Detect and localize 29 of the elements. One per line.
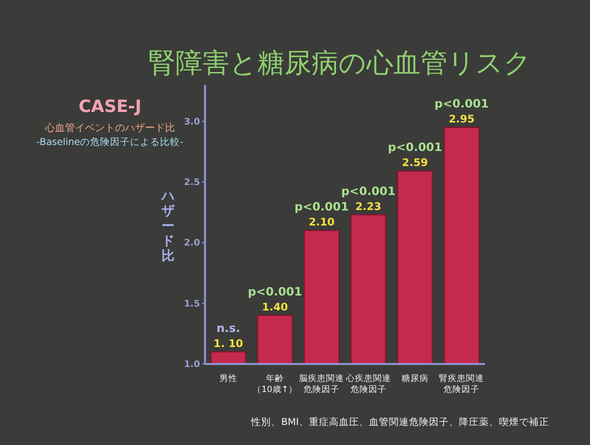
annotation: n.s. bbox=[216, 320, 240, 335]
y-tick-label: 2.0 bbox=[184, 238, 200, 249]
data-label: 1.40 bbox=[262, 301, 288, 314]
text: -Baselineの危険因子による比較- bbox=[36, 136, 184, 148]
annotation: p<0.001 bbox=[434, 96, 489, 110]
x-tick-label: 腎疾患関連危険因子 bbox=[439, 373, 484, 395]
text: 性別、BMI、重症高血圧、血管関連危険因子、降圧薬、喫煙で補正 bbox=[250, 416, 549, 428]
data-label: 2.23 bbox=[355, 200, 382, 213]
x-tick-label: 糖尿病 bbox=[402, 373, 428, 384]
data-label: 2.10 bbox=[308, 216, 335, 229]
text: 心血管イベントのハザード比 bbox=[44, 122, 175, 134]
y-tick-label: 2.5 bbox=[184, 178, 200, 188]
chart-title: 腎障害と糖尿病の心血管リスク bbox=[148, 48, 532, 79]
x-tick-label: 脳疾患関連危険因子 bbox=[299, 373, 344, 395]
x-tick-label: 年齢（10歳↑） bbox=[252, 373, 298, 395]
annotation: p<0.001 bbox=[248, 284, 302, 298]
x-tick-label: 男性 bbox=[219, 373, 238, 384]
annotation: p<0.001 bbox=[294, 200, 349, 214]
y-tick-label: 1.0 bbox=[184, 360, 200, 370]
y-tick-label: 1.5 bbox=[184, 299, 200, 310]
annotation: p<0.001 bbox=[341, 184, 396, 198]
x-tick-label: 心疾患関連危険因子 bbox=[344, 373, 391, 395]
y-tick-label: 3.0 bbox=[184, 117, 200, 128]
y-axis-title: ハザード比 bbox=[160, 189, 176, 264]
data-label: 1. 10 bbox=[214, 338, 244, 350]
annotation: p<0.001 bbox=[388, 140, 442, 154]
text: CASE-J bbox=[78, 97, 142, 117]
data-label: 2.59 bbox=[402, 157, 428, 170]
data-label: 2.95 bbox=[448, 113, 475, 126]
